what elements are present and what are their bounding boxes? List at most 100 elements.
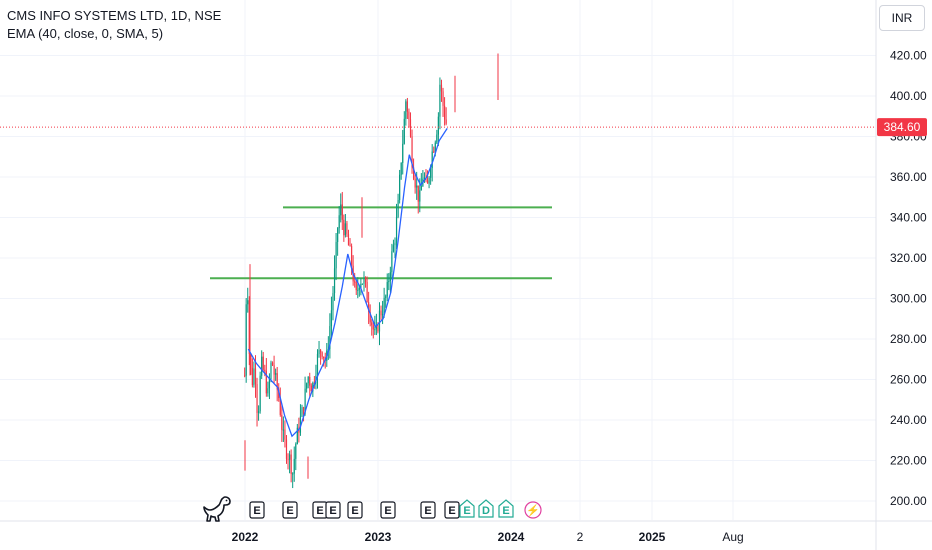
candle-body [428, 177, 430, 184]
event-label: E [463, 505, 470, 517]
event-label: E [316, 505, 323, 517]
time-tick-label: 2024 [498, 530, 525, 544]
candle-body [267, 388, 269, 394]
event-marker-split[interactable]: ⚡ [524, 501, 542, 519]
candle-body [354, 281, 356, 283]
candle-body [347, 234, 350, 246]
events-row[interactable]: E E E E E E E E E D E ⚡ [249, 499, 542, 519]
candle-body [268, 379, 271, 389]
candle-body [306, 383, 308, 389]
candle-body [357, 289, 359, 291]
event-marker-earnings[interactable]: E [420, 501, 436, 519]
time-tick-label: 2022 [232, 530, 259, 544]
candle-body [380, 310, 382, 316]
event-marker-earnings-up[interactable]: E [498, 499, 514, 518]
event-marker-earnings[interactable]: E [282, 501, 298, 519]
candle-body [338, 215, 340, 229]
candle-body [443, 105, 446, 120]
candle-body [430, 168, 432, 178]
candle-body [408, 111, 410, 120]
indicator-label[interactable]: EMA (40, close, 0, SMA, 5) [7, 26, 164, 41]
price-tick-label: 260.00 [890, 373, 927, 387]
candle-body [344, 223, 346, 236]
candle-body [244, 375, 246, 377]
event-marker-earnings-up[interactable]: E [459, 499, 475, 518]
candle-body [394, 242, 396, 246]
ema-layer [247, 128, 448, 438]
symbol-title[interactable]: CMS INFO SYSTEMS LTD, 1D, NSE [7, 8, 222, 23]
event-shape [380, 501, 396, 519]
candle-body [349, 245, 351, 247]
candle-body [361, 283, 364, 285]
support-lines[interactable] [210, 206, 552, 280]
candle-body [279, 398, 281, 415]
price-tick-label: 420.00 [890, 49, 927, 63]
candle-body [251, 367, 253, 386]
event-marker-earnings[interactable]: E [249, 501, 265, 519]
candle-body [433, 151, 435, 153]
event-marker-earnings[interactable]: E [380, 501, 396, 519]
candle-body [337, 228, 339, 243]
candle-body [358, 288, 360, 290]
event-shape [420, 501, 436, 519]
event-label: D [482, 505, 490, 517]
dinosaur-logo-icon[interactable] [203, 495, 233, 523]
candle-body [389, 272, 391, 281]
currency-button[interactable]: INR [879, 5, 925, 31]
event-label: E [253, 505, 260, 517]
event-marker-earnings[interactable]: E [347, 501, 363, 519]
candle-body [285, 439, 288, 459]
candle-body [296, 427, 298, 445]
event-marker-earnings[interactable]: E [444, 501, 460, 519]
candle-body [312, 382, 314, 392]
event-shape [282, 501, 298, 519]
candle-body [259, 375, 261, 412]
candle-body [388, 280, 390, 283]
candle-body [321, 352, 323, 357]
candle-body [442, 91, 444, 106]
event-shape [444, 501, 460, 519]
candle-body [420, 186, 422, 191]
candle-body [271, 362, 274, 366]
candle-body [395, 216, 398, 243]
candle-body [409, 119, 412, 137]
candle-body [400, 162, 402, 175]
candle-body [405, 101, 407, 119]
price-tick-label: 280.00 [890, 332, 927, 346]
price-axis[interactable]: 200.00 220.00 240.00 260.00 280.00 300.00 320.… [877, 49, 927, 509]
candle-body [319, 350, 322, 353]
event-marker-dividend[interactable]: D [478, 499, 494, 518]
candle-body [363, 277, 365, 284]
price-tick-label: 240.00 [890, 413, 927, 427]
candle-body [391, 251, 393, 273]
candle-body [411, 136, 413, 168]
candle-body [402, 143, 404, 163]
candle-body [378, 310, 381, 332]
candle-body [377, 325, 379, 332]
candle-body [261, 356, 263, 376]
event-shape [325, 501, 341, 519]
time-tick-label: 2023 [365, 530, 392, 544]
event-marker-earnings[interactable]: E [312, 501, 328, 519]
candle-body [265, 371, 267, 394]
candle-body [372, 325, 374, 330]
event-label: E [448, 505, 455, 517]
candle-body [309, 376, 311, 386]
candle-body [329, 326, 331, 349]
event-label: E [424, 505, 431, 517]
event-marker-earnings[interactable]: E [325, 501, 341, 519]
candle-body [323, 356, 325, 359]
candle-body [270, 362, 272, 380]
candle-body [330, 310, 333, 327]
candle-body [295, 444, 297, 459]
time-axis[interactable]: 2022 2023 2024 2 2025 Aug [232, 530, 744, 544]
candle-body [350, 246, 353, 266]
candle-body [318, 350, 320, 354]
candle-body [290, 454, 292, 475]
candle-body [302, 407, 305, 414]
candle-body [439, 84, 441, 117]
candle-body [434, 142, 436, 152]
